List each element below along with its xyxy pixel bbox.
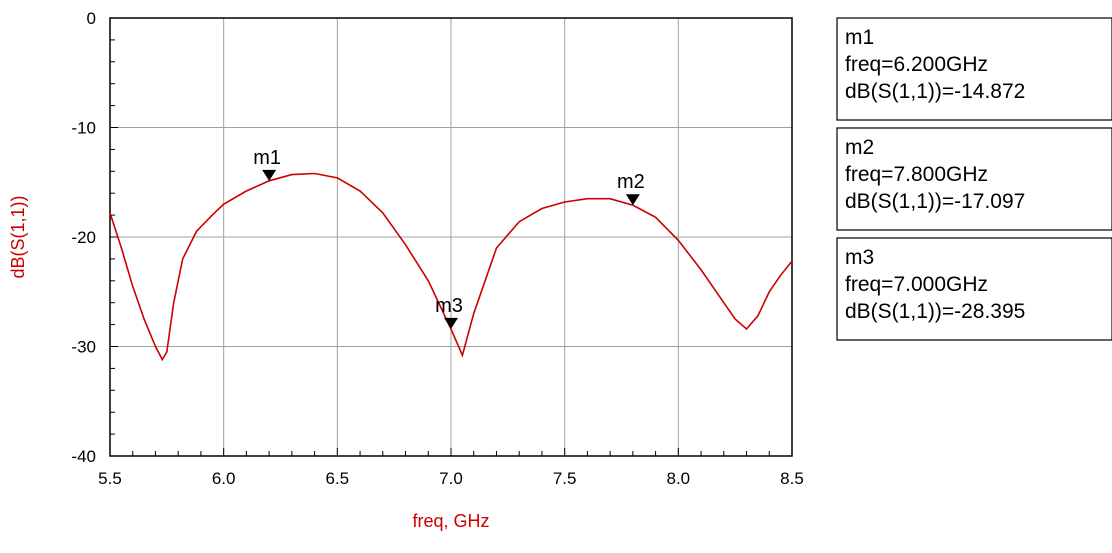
x-axis-label: freq, GHz: [412, 511, 489, 531]
readout-value: dB(S(1,1))=-17.097: [845, 190, 1025, 213]
readout-freq: freq=7.800GHz: [845, 163, 988, 186]
x-tick-label: 6.5: [326, 469, 350, 488]
marker-m1-readout: m1 freq=6.200GHz dB(S(1,1))=-14.872: [836, 17, 1112, 121]
tick-labels: 5.5 6.0 6.5 7.0 7.5 8.0 8.5 0 -10 -20 -30 -40: [71, 9, 803, 488]
readout-box: [836, 17, 1112, 121]
marker-m1-triangle: [262, 169, 277, 181]
marker-m2-readout: m2 freq=7.800GHz dB(S(1,1))=-17.097: [836, 127, 1112, 231]
x-tick-label: 8.0: [667, 469, 691, 488]
marker-m3-label: m3: [435, 295, 463, 317]
y-tick-label: 0: [87, 9, 96, 28]
x-tick-label: 7.0: [439, 469, 463, 488]
readout-marker-name: m2: [845, 136, 874, 159]
y-tick-label: -20: [71, 228, 96, 247]
x-tick-label: 8.5: [780, 469, 804, 488]
x-tick-label: 5.5: [98, 469, 122, 488]
readout-box: [836, 127, 1112, 231]
x-tick-label: 6.0: [212, 469, 236, 488]
marker-m1-label: m1: [253, 147, 281, 169]
marker-m2-triangle: [625, 194, 640, 206]
grid: [110, 18, 792, 456]
readout-marker-name: m3: [845, 246, 874, 269]
plot-frame: [109, 17, 793, 457]
readout-value: dB(S(1,1))=-28.395: [845, 300, 1025, 323]
readout-freq: freq=7.000GHz: [845, 273, 988, 296]
readout-box: [836, 237, 1112, 341]
marker-m3-triangle: [444, 317, 458, 329]
readout-value: dB(S(1,1))=-14.872: [845, 80, 1025, 103]
y-tick-label: -30: [71, 338, 96, 357]
markers: m1 m2 m3: [253, 147, 645, 329]
minor-ticks: [109, 17, 793, 457]
marker-m3-readout: m3 freq=7.000GHz dB(S(1,1))=-28.395: [836, 237, 1112, 341]
y-axis-label: dB(S(1,1)): [8, 195, 28, 278]
s11-trace: [109, 172, 793, 362]
readout-marker-name: m1: [845, 26, 874, 49]
marker-m2-label: m2: [617, 171, 645, 193]
readout-freq: freq=6.200GHz: [845, 53, 988, 76]
x-tick-label: 7.5: [553, 469, 577, 488]
y-tick-label: -40: [71, 447, 96, 466]
marker-readouts: m1 freq=6.200GHz dB(S(1,1))=-14.872 m2 freq=…: [836, 17, 1112, 341]
y-tick-label: -10: [71, 119, 96, 138]
